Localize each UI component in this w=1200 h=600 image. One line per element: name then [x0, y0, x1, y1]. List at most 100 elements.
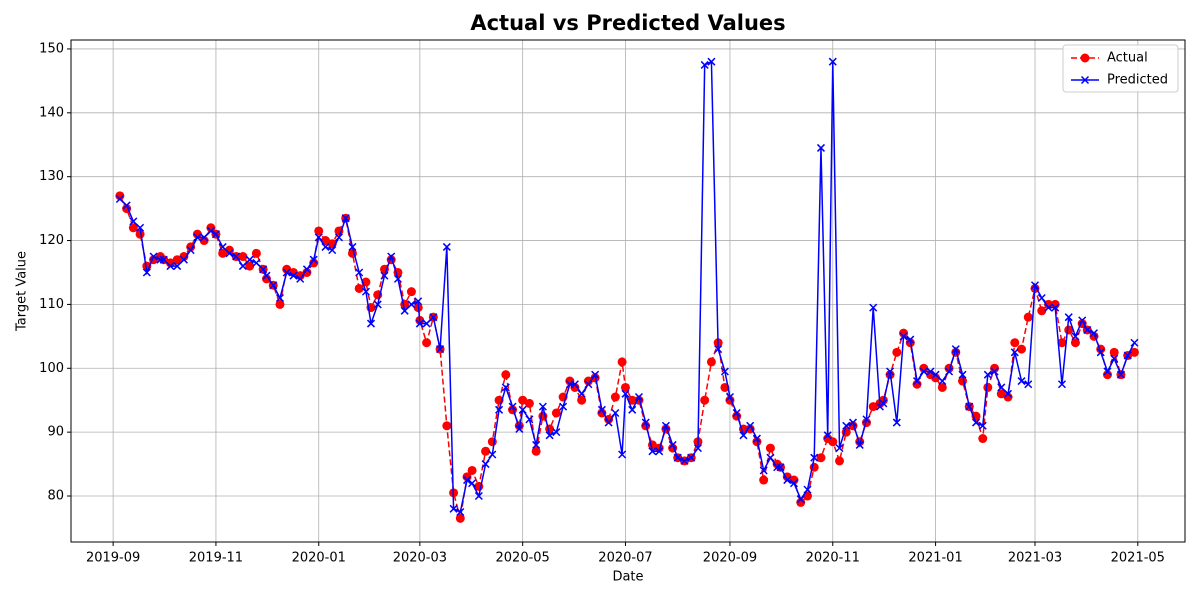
- point: [1116, 370, 1125, 379]
- point: [545, 431, 554, 440]
- y-tick-label: 110: [39, 297, 64, 312]
- point: [225, 249, 234, 258]
- point: [218, 248, 228, 258]
- point: [314, 226, 324, 236]
- point: [366, 319, 376, 328]
- point: [868, 402, 878, 412]
- point: [449, 504, 458, 513]
- point: [354, 283, 364, 293]
- series: [115, 57, 1139, 517]
- point: [654, 443, 664, 453]
- point: [620, 382, 630, 392]
- legend: Actual Predicted: [1062, 44, 1179, 93]
- point: [1129, 347, 1139, 357]
- point: [1010, 338, 1020, 348]
- chart-title: Actual vs Predicted Values: [470, 11, 785, 35]
- point: [422, 338, 432, 348]
- point: [1089, 329, 1099, 338]
- point: [393, 274, 402, 283]
- y-tick-label: 100: [39, 361, 64, 376]
- point: [149, 252, 158, 261]
- point: [725, 392, 734, 402]
- point: [1051, 303, 1060, 312]
- point: [997, 383, 1006, 392]
- point: [983, 370, 992, 379]
- point: [501, 383, 510, 392]
- point: [706, 357, 716, 367]
- point: [495, 405, 504, 414]
- point: [551, 408, 561, 418]
- point: [752, 434, 761, 443]
- point: [252, 258, 261, 267]
- point: [810, 453, 819, 462]
- point: [855, 440, 864, 449]
- point: [422, 319, 431, 328]
- x-tick-label: 2021-05: [1111, 551, 1165, 566]
- point: [945, 367, 954, 376]
- point: [611, 408, 620, 418]
- point: [1083, 325, 1092, 334]
- point: [1057, 338, 1067, 348]
- point: [334, 233, 343, 242]
- legend-label: Predicted: [1107, 73, 1168, 88]
- point: [179, 252, 189, 262]
- point: [926, 367, 935, 376]
- point: [355, 268, 364, 277]
- point: [474, 491, 483, 501]
- point: [707, 57, 716, 66]
- point: [965, 402, 974, 411]
- point: [983, 382, 993, 392]
- point: [720, 367, 729, 376]
- point: [693, 444, 702, 453]
- point: [990, 367, 999, 376]
- point: [1044, 303, 1053, 312]
- point: [1050, 299, 1060, 309]
- point: [1003, 392, 1013, 402]
- point: [407, 300, 416, 309]
- point: [1102, 370, 1112, 380]
- x-tick-label: 2020-09: [703, 551, 757, 566]
- x-tick-label: 2020-11: [806, 551, 860, 566]
- point: [1024, 380, 1033, 389]
- point: [680, 456, 689, 465]
- point: [531, 446, 541, 456]
- point: [1078, 316, 1087, 325]
- point: [906, 335, 915, 344]
- point: [700, 395, 710, 405]
- point: [199, 236, 209, 246]
- point: [136, 223, 145, 232]
- point: [206, 223, 216, 233]
- point: [610, 392, 620, 402]
- point: [886, 367, 895, 376]
- point: [238, 262, 247, 271]
- point: [166, 262, 175, 271]
- point: [348, 242, 357, 251]
- y-tick-label: 140: [39, 105, 64, 120]
- point: [224, 245, 234, 255]
- point: [206, 226, 215, 235]
- point: [1017, 344, 1027, 354]
- point: [828, 437, 838, 447]
- point: [919, 363, 929, 373]
- point: [577, 395, 587, 405]
- legend-label: Actual: [1107, 51, 1148, 66]
- point: [627, 395, 637, 405]
- point: [156, 255, 165, 264]
- point: [1057, 380, 1067, 389]
- point: [269, 281, 278, 290]
- point: [455, 513, 465, 523]
- point: [538, 402, 547, 411]
- x-axis-label: Date: [612, 570, 643, 585]
- point: [406, 287, 416, 297]
- legend-marker: [1080, 75, 1090, 85]
- point: [321, 242, 330, 251]
- point: [1070, 338, 1080, 348]
- point: [597, 405, 606, 414]
- point: [617, 357, 627, 367]
- point: [591, 370, 600, 379]
- point: [862, 415, 871, 424]
- point: [400, 306, 409, 315]
- point: [634, 392, 643, 402]
- point: [275, 299, 285, 309]
- point: [165, 258, 175, 268]
